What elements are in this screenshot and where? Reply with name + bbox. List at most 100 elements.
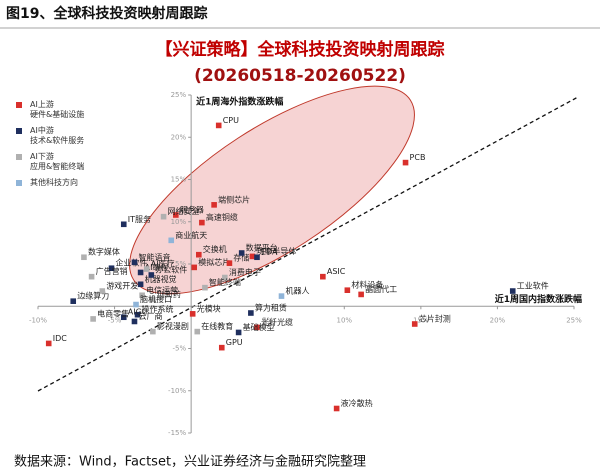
y-tick-label: 15% (171, 176, 187, 184)
point-label: 网络安全 (168, 206, 200, 216)
legend-label: 其他科技方向 (30, 178, 78, 187)
point-label: 影视漫剧 (157, 321, 189, 331)
point-label: 工业软件 (517, 281, 549, 291)
point-label: 模拟芯片 (198, 257, 230, 267)
point-label: 数据平台 (246, 243, 278, 253)
point (45, 340, 52, 347)
point-label: 端侧芯片 (218, 194, 250, 204)
point-label: 电商零售 (97, 308, 129, 318)
y-tick-label: 20% (171, 133, 187, 141)
point (344, 287, 351, 293)
point (238, 250, 245, 256)
point-label: 游戏开发 (106, 281, 138, 291)
x-tick-label: 20% (490, 316, 506, 324)
point (509, 288, 516, 294)
point-label: 脑机接口 (140, 294, 172, 304)
point (191, 264, 198, 271)
legend-label: AI下游 应用&智能终端 (30, 152, 85, 171)
diagonal-line (37, 96, 579, 392)
point (81, 254, 87, 261)
point-label: CPU (223, 116, 239, 125)
point (222, 274, 228, 281)
source: 数据来源：Wind，Factset，兴业证券经济与金融研究院整理 (14, 454, 366, 470)
point (99, 288, 106, 294)
point (333, 405, 340, 412)
point-label: 消费电子 (229, 267, 261, 277)
point (254, 254, 260, 261)
point-label: IDC (53, 334, 68, 343)
point-label: 商业航天 (175, 230, 207, 240)
point-label: 办公软件 (155, 264, 187, 274)
point (249, 253, 256, 260)
point (148, 272, 155, 278)
point-label: 光纤光缆 (261, 317, 293, 327)
point-label: AI编程 (145, 262, 169, 272)
point (320, 273, 326, 280)
point (143, 266, 150, 272)
point (218, 344, 225, 351)
point (402, 159, 409, 166)
point (189, 311, 196, 317)
point (108, 265, 115, 272)
point (139, 292, 145, 299)
legend-swatch (16, 154, 22, 160)
point-label: 边缘算力 (77, 291, 109, 301)
point-label: 创新药 (157, 289, 181, 299)
point-label: EDA (261, 248, 278, 257)
point (70, 298, 77, 304)
x-tick-label: -5% (108, 316, 122, 324)
y-tick-label: -10% (168, 387, 186, 395)
point (131, 318, 138, 325)
point-label: 云厂商 (138, 311, 162, 321)
x-tick-label: 25% (566, 316, 582, 324)
point (137, 269, 144, 276)
x-axis-label: 近1周国内指数涨跌幅 (495, 293, 582, 305)
point (120, 314, 127, 321)
point-label: 电信运营 (146, 285, 178, 295)
point-label: 广告营销 (96, 266, 128, 276)
point (254, 324, 260, 331)
point (235, 329, 242, 336)
point-label: 基础模型 (243, 322, 275, 332)
point (150, 296, 156, 303)
x-tick-label: 5% (262, 316, 273, 324)
x-tick-label: -10% (29, 316, 47, 324)
point (215, 122, 222, 129)
point-label: 机器人 (285, 286, 309, 296)
point-label: GPU (226, 338, 243, 347)
legend-label: AI中游 技术&软件服务 (30, 126, 85, 145)
point-label: PCB (410, 153, 426, 162)
point (160, 213, 167, 220)
point-label: 智能终端 (209, 277, 241, 287)
point-label: 光模块 (197, 303, 221, 313)
point-label: 晶圆代工 (365, 284, 397, 294)
point-label: 存储 (233, 253, 249, 263)
point-label: 芯片封测 (419, 313, 451, 323)
point (88, 273, 95, 280)
legend-swatch (16, 102, 22, 108)
point (196, 251, 202, 258)
point (194, 328, 201, 335)
point-label: 液冷散热 (341, 398, 373, 408)
point (134, 311, 141, 318)
point-label: 操作系统 (142, 304, 174, 314)
point-label: 数字媒体 (88, 247, 120, 257)
point-label: 功率半导体 (256, 246, 296, 256)
chart-subtitle: (20260518-20260522) (194, 66, 406, 86)
y-tick-label: 25% (171, 91, 187, 99)
point (199, 219, 205, 226)
point-label: 交换机 (203, 244, 227, 254)
point (211, 202, 217, 208)
point-label: AI医疗 (151, 259, 175, 269)
point-label: 企业软件 (116, 258, 148, 268)
point-label: 在线教育 (201, 321, 233, 331)
chart-title: 【兴证策略】全球科技投资映射周跟踪 (156, 39, 445, 60)
figure-title: 图19、全球科技投资映射周跟踪 (6, 5, 207, 22)
point-label: 机器视觉 (145, 274, 177, 284)
x-tick-label: 10% (337, 316, 353, 324)
highlight-ellipse (129, 85, 415, 295)
point-label: ASIC (327, 267, 346, 276)
point-label: AIGC (128, 308, 148, 317)
